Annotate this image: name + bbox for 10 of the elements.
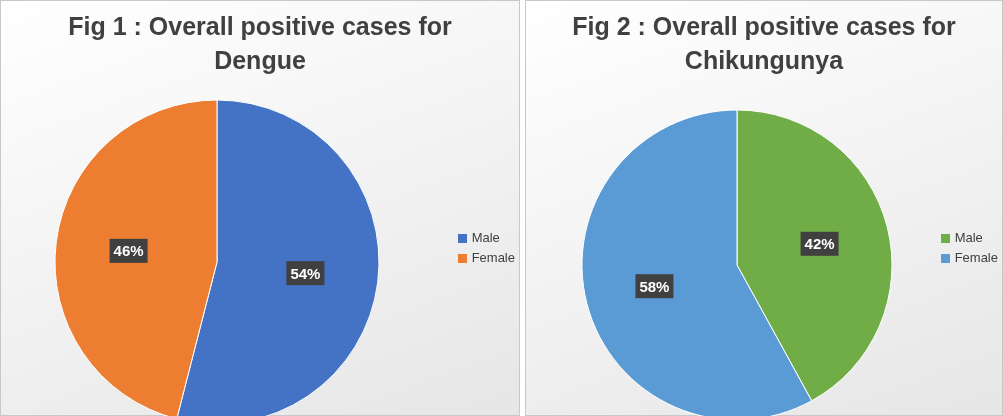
slice-label: Male xyxy=(471,229,500,247)
legend-label: Male xyxy=(954,229,983,247)
chart-title: Fig 2 : Overall positive cases for Chikungunya xyxy=(571,11,957,76)
data-label: 42% xyxy=(804,235,835,253)
legend-label: Female xyxy=(471,249,515,267)
chart-title: Fig 1 : Overall positive cases for Dengue xyxy=(67,11,453,76)
data-label: 54% xyxy=(290,264,321,282)
data-label: 46% xyxy=(113,242,144,260)
data-label: 58% xyxy=(639,277,670,295)
legend-label: Female xyxy=(954,249,998,267)
